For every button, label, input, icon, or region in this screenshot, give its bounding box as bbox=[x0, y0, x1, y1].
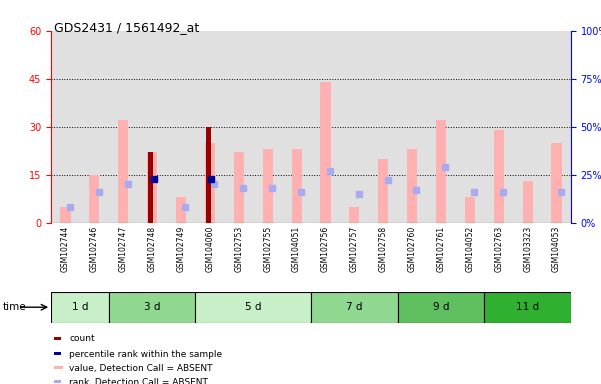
Text: value, Detection Call = ABSENT: value, Detection Call = ABSENT bbox=[69, 364, 213, 373]
Bar bbox=[118, 120, 129, 223]
Bar bbox=[51, 292, 109, 323]
Bar bbox=[195, 292, 311, 323]
Bar bbox=[465, 197, 475, 223]
Text: 3 d: 3 d bbox=[144, 302, 160, 312]
Text: count: count bbox=[69, 334, 95, 343]
Text: percentile rank within the sample: percentile rank within the sample bbox=[69, 349, 222, 359]
Text: GSM102760: GSM102760 bbox=[407, 226, 416, 272]
Text: 7 d: 7 d bbox=[346, 302, 362, 312]
Bar bbox=[436, 120, 446, 223]
Bar bbox=[311, 292, 398, 323]
Text: GSM102749: GSM102749 bbox=[177, 226, 186, 272]
Bar bbox=[484, 292, 571, 323]
Text: GSM102757: GSM102757 bbox=[350, 226, 359, 272]
Bar bbox=[493, 130, 504, 223]
Bar bbox=[378, 159, 388, 223]
Text: GSM102746: GSM102746 bbox=[90, 226, 99, 272]
Bar bbox=[263, 149, 273, 223]
Bar bbox=[147, 152, 157, 223]
Text: GDS2431 / 1561492_at: GDS2431 / 1561492_at bbox=[54, 21, 200, 34]
Text: 11 d: 11 d bbox=[516, 302, 539, 312]
Bar bbox=[206, 127, 211, 223]
Bar bbox=[398, 292, 484, 323]
Bar bbox=[61, 207, 70, 223]
Text: GSM104051: GSM104051 bbox=[292, 226, 301, 272]
Bar bbox=[407, 149, 417, 223]
Bar bbox=[205, 143, 215, 223]
Text: 9 d: 9 d bbox=[433, 302, 449, 312]
Bar bbox=[148, 152, 153, 223]
Text: GSM102761: GSM102761 bbox=[436, 226, 445, 272]
Text: time: time bbox=[3, 302, 26, 312]
Text: GSM103323: GSM103323 bbox=[523, 226, 532, 272]
Text: GSM104052: GSM104052 bbox=[465, 226, 474, 272]
Bar bbox=[320, 82, 331, 223]
Text: GSM102756: GSM102756 bbox=[321, 226, 330, 272]
Text: GSM102758: GSM102758 bbox=[379, 226, 388, 272]
Text: GSM102747: GSM102747 bbox=[119, 226, 128, 272]
Text: GSM102748: GSM102748 bbox=[148, 226, 157, 272]
Bar bbox=[176, 197, 186, 223]
Text: GSM102744: GSM102744 bbox=[61, 226, 70, 272]
Bar bbox=[523, 181, 532, 223]
Text: GSM104060: GSM104060 bbox=[206, 226, 215, 273]
Text: GSM102755: GSM102755 bbox=[263, 226, 272, 272]
Bar bbox=[552, 143, 561, 223]
Text: GSM102763: GSM102763 bbox=[494, 226, 503, 272]
Text: GSM102753: GSM102753 bbox=[234, 226, 243, 272]
Bar bbox=[291, 149, 302, 223]
Bar bbox=[109, 292, 195, 323]
Text: GSM104053: GSM104053 bbox=[552, 226, 561, 273]
Bar bbox=[234, 152, 244, 223]
Bar bbox=[349, 207, 359, 223]
Text: 5 d: 5 d bbox=[245, 302, 261, 312]
Text: rank, Detection Call = ABSENT: rank, Detection Call = ABSENT bbox=[69, 377, 208, 384]
Text: 1 d: 1 d bbox=[72, 302, 88, 312]
Bar bbox=[90, 175, 99, 223]
